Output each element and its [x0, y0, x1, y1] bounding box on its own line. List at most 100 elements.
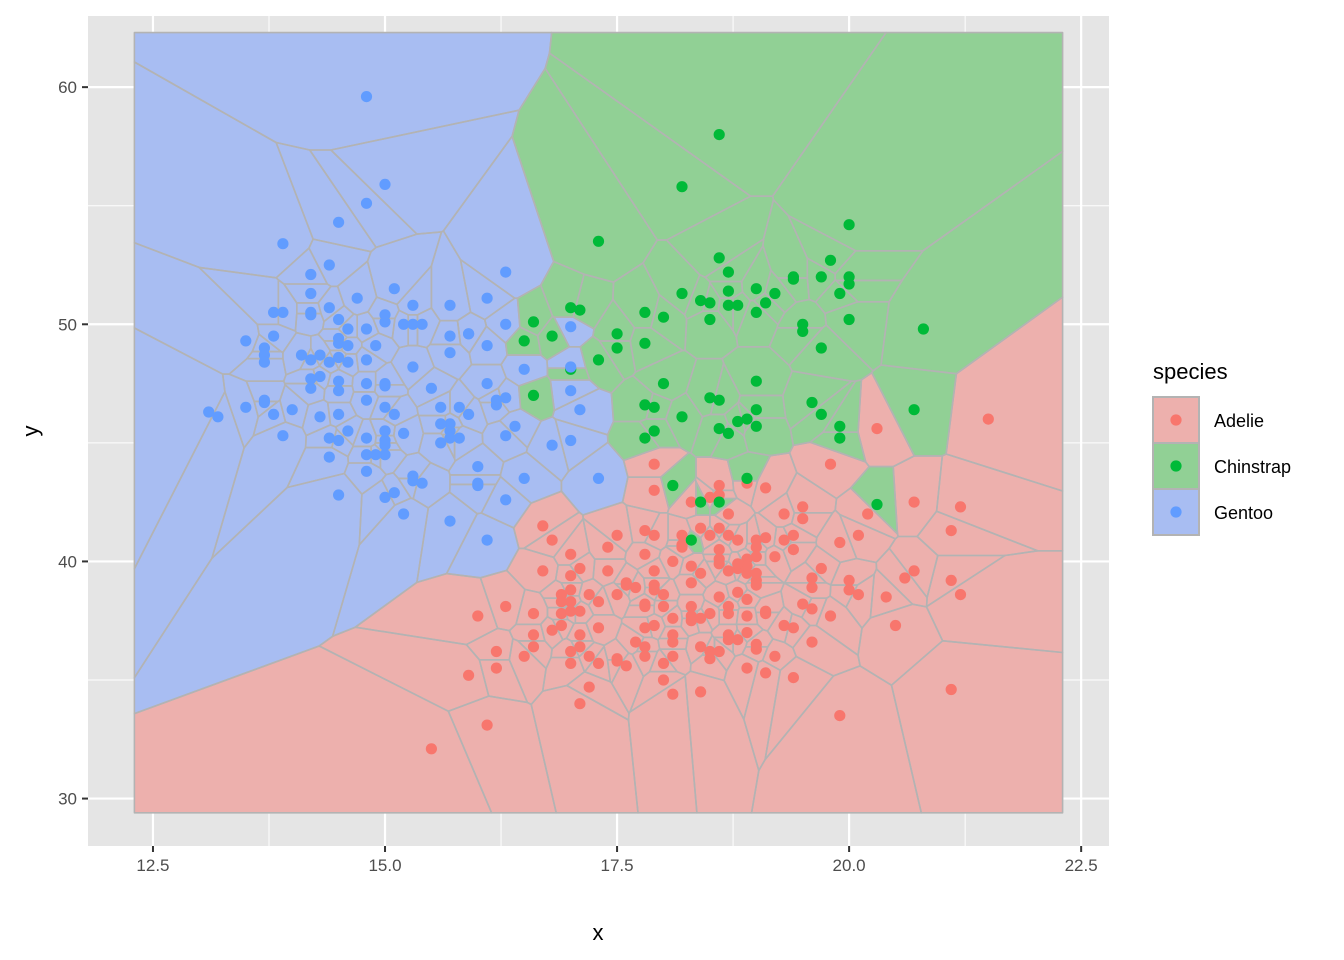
point-adelie	[685, 560, 697, 572]
point-chinstrap	[750, 404, 762, 416]
point-chinstrap	[722, 285, 735, 297]
point-adelie	[565, 584, 577, 596]
point-gentoo	[574, 404, 586, 416]
point-gentoo	[425, 382, 437, 394]
point-chinstrap	[843, 219, 855, 231]
point-gentoo	[286, 404, 298, 416]
point-chinstrap	[704, 297, 716, 309]
point-adelie	[527, 608, 540, 620]
point-gentoo	[444, 347, 456, 359]
point-gentoo	[333, 313, 345, 326]
voronoi-tile-edge	[477, 387, 503, 404]
voronoi-tile-edge	[549, 379, 601, 412]
point-adelie	[583, 650, 595, 662]
point-adelie	[685, 600, 697, 613]
point-chinstrap	[648, 401, 660, 413]
point-gentoo	[305, 309, 317, 321]
point-gentoo	[407, 318, 419, 330]
voronoi-tile-adelie	[891, 640, 1063, 814]
point-chinstrap	[695, 496, 707, 508]
point-adelie	[750, 579, 762, 591]
point-adelie	[769, 650, 781, 662]
point-adelie	[750, 567, 762, 579]
point-gentoo	[314, 370, 326, 383]
point-adelie	[713, 591, 725, 603]
point-adelie	[741, 610, 753, 622]
point-gentoo	[360, 323, 373, 335]
point-chinstrap	[518, 335, 530, 347]
point-adelie	[797, 501, 809, 513]
voronoi-tile-edge	[783, 612, 811, 649]
point-adelie	[546, 624, 558, 636]
point-adelie	[639, 525, 651, 537]
point-gentoo	[342, 323, 354, 335]
point-adelie	[648, 584, 660, 596]
voronoi-tile-edge	[228, 357, 287, 383]
point-gentoo	[333, 408, 345, 420]
point-adelie	[537, 565, 549, 577]
voronoi-tile-edge	[771, 31, 1064, 252]
point-adelie	[667, 650, 679, 662]
point-adelie	[806, 581, 818, 594]
point-adelie	[592, 657, 605, 670]
point-adelie	[797, 513, 809, 525]
x-axis: 12.5 15.0 17.5 20.0 22.5	[136, 846, 1098, 875]
point-adelie	[880, 591, 892, 603]
legend-label-chinstrap: Chinstrap	[1214, 457, 1291, 477]
x-tick-label: 20.0	[833, 856, 866, 875]
voronoi-tile-edge	[459, 258, 516, 321]
point-adelie	[527, 641, 540, 653]
voronoi-tile-edge	[560, 441, 629, 516]
point-gentoo	[472, 477, 484, 489]
voronoi-tile-edge	[133, 327, 226, 570]
voronoi-tile-edge	[690, 413, 729, 458]
point-adelie	[787, 672, 800, 684]
point-adelie	[555, 596, 568, 608]
point-adelie	[639, 641, 651, 653]
point-chinstrap	[750, 283, 762, 295]
y-tick-label: 50	[58, 315, 77, 334]
point-gentoo	[314, 411, 326, 423]
legend-title: species	[1153, 359, 1228, 384]
point-gentoo	[333, 434, 345, 447]
voronoi-tile-edge	[397, 477, 420, 500]
point-gentoo	[379, 491, 391, 503]
point-adelie	[787, 529, 800, 541]
point-adelie	[704, 608, 716, 620]
point-adelie	[527, 629, 540, 641]
voronoi-tile-edge	[133, 61, 314, 279]
legend-key-point	[1170, 414, 1182, 426]
point-gentoo	[360, 91, 373, 103]
point-adelie	[490, 645, 502, 658]
point-gentoo	[305, 354, 317, 366]
point-adelie	[611, 589, 623, 601]
point-adelie	[862, 508, 874, 520]
x-axis-title: x	[593, 920, 604, 945]
point-adelie	[713, 479, 725, 492]
point-gentoo	[490, 394, 502, 406]
point-adelie	[657, 674, 670, 686]
point-adelie	[565, 645, 577, 658]
point-gentoo	[518, 363, 530, 375]
point-gentoo	[370, 449, 382, 461]
point-gentoo	[500, 392, 512, 404]
point-adelie	[713, 553, 725, 565]
point-adelie	[667, 555, 679, 568]
point-chinstrap	[527, 316, 540, 328]
point-adelie	[639, 548, 651, 560]
point-adelie	[676, 541, 688, 553]
point-adelie	[648, 484, 660, 496]
point-adelie	[630, 581, 642, 594]
x-tick-label: 15.0	[368, 856, 401, 875]
point-adelie	[676, 529, 688, 541]
voronoi-tile-edge	[709, 362, 742, 416]
point-gentoo	[546, 439, 558, 451]
point-gentoo	[565, 321, 577, 333]
point-chinstrap	[695, 295, 707, 307]
point-adelie	[657, 657, 670, 670]
point-gentoo	[268, 330, 280, 342]
point-adelie	[537, 520, 549, 532]
point-adelie	[806, 636, 818, 648]
point-adelie	[639, 622, 651, 634]
point-chinstrap	[834, 287, 846, 300]
